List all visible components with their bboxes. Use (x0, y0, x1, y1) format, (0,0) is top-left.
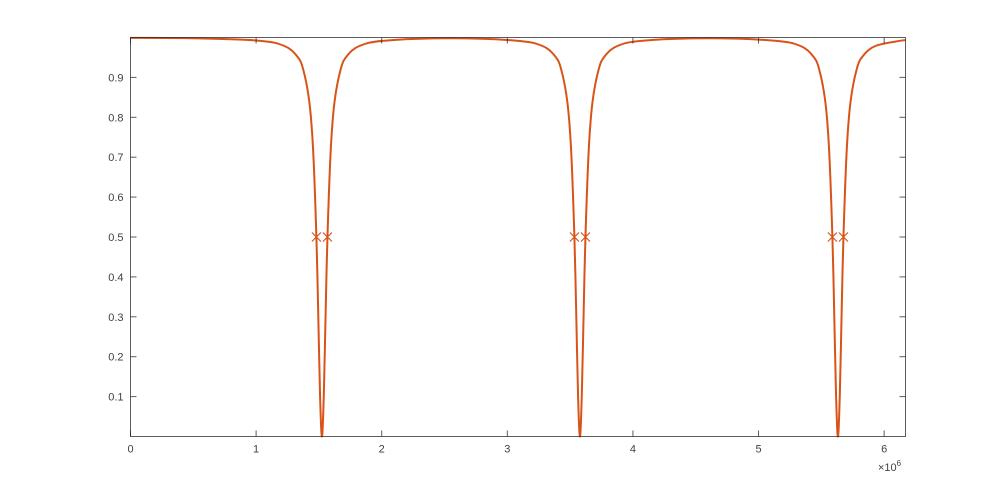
y-tick-label: 0.3 (108, 312, 123, 324)
y-tick-label: 0.2 (108, 352, 123, 364)
half-max-marker (322, 232, 333, 242)
x-tick-label: 2 (379, 444, 385, 456)
y-tick-label: 0.7 (108, 152, 123, 164)
x-exponent-base: ×10 (878, 462, 897, 474)
x-tick-label: 1 (253, 444, 259, 456)
half-max-marker (827, 232, 838, 242)
axis-ticks: 0 1 2 3 4 5 6 0.1 0.2 0.3 0.4 0.5 0.6 0.7 0.8 0.9 (108, 37, 906, 456)
y-tick-label: 0.9 (108, 72, 123, 84)
axes-background (130, 37, 905, 436)
x-tick-label: 3 (504, 444, 510, 456)
half-max-marker (311, 232, 322, 242)
y-tick-label: 0.5 (108, 232, 123, 244)
half-max-marker (580, 232, 591, 242)
y-tick-label: 0.8 (108, 112, 123, 124)
x-exponent-power: 6 (897, 459, 902, 468)
half-max-marker (838, 232, 849, 242)
series-line (130, 36, 906, 438)
x-tick-label: 0 (127, 444, 133, 456)
x-exponent-label: ×106 (878, 459, 902, 474)
x-tick-label: 5 (755, 444, 761, 456)
x-tick-label: 4 (630, 444, 636, 456)
x-tick-label: 6 (881, 444, 887, 456)
y-tick-label: 0.1 (108, 392, 123, 404)
y-tick-label: 0.4 (108, 272, 123, 284)
y-tick-label: 0.6 (108, 192, 123, 204)
plot-area (130, 36, 906, 438)
half-max-marker (569, 232, 580, 242)
